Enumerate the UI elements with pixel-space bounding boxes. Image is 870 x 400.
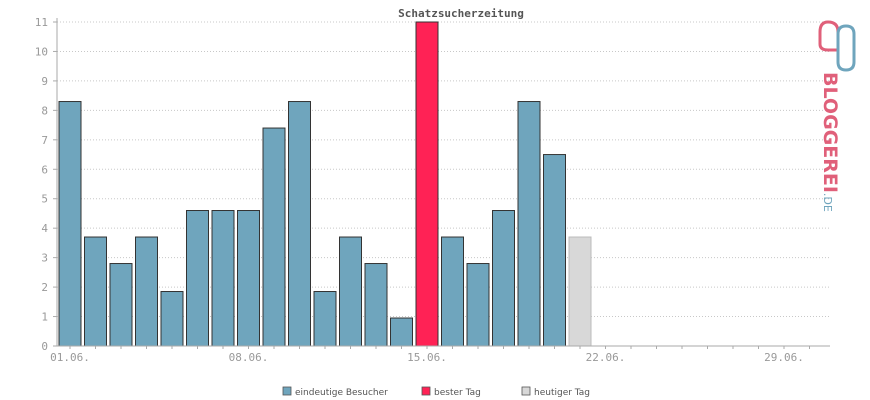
y-tick-label: 11: [35, 16, 48, 29]
bar-visitors: [186, 210, 209, 347]
bar-visitors: [364, 263, 388, 347]
bar-visitors: [441, 236, 464, 347]
legend-label: eindeutige Besucher: [295, 388, 388, 398]
y-tick-label: 0: [41, 340, 48, 353]
y-tick-labels: 0 1 2 3 4 5 6 7 8 9 10 11: [35, 16, 49, 353]
legend: eindeutige Besucher bester Tag heutiger Ta…: [282, 386, 590, 398]
y-tick-label: 6: [41, 163, 48, 176]
logo-wordmark: BLOGGEREI.DE: [819, 72, 841, 212]
bar-today: [568, 236, 592, 347]
chart-title: Schatzsucherzeitung: [398, 7, 524, 20]
bar-best-day: [415, 21, 439, 347]
y-tick-label: 7: [41, 134, 48, 147]
legend-swatch: [421, 386, 431, 396]
bars: [58, 21, 592, 347]
y-tick-label: 1: [41, 311, 48, 324]
x-tick-labels: 01.06. 08.06. 15.06. 22.06. 29.06.: [50, 351, 804, 364]
y-tick-label: 3: [41, 252, 48, 265]
x-tick-label: 01.06.: [50, 351, 90, 364]
y-tick-label: 9: [41, 75, 48, 88]
bar-visitors: [160, 291, 184, 347]
y-tick-label: 5: [41, 193, 48, 206]
bar-visitors: [492, 210, 515, 347]
legend-swatch: [282, 386, 292, 396]
bar-visitors: [262, 127, 286, 347]
bar-visitors: [313, 291, 337, 347]
legend-swatch: [521, 386, 531, 396]
bar-visitors: [339, 236, 362, 347]
bar-visitors: [109, 263, 133, 347]
x-tick-label: 15.06.: [407, 351, 447, 364]
bar-visitors: [211, 210, 235, 347]
x-tick-label: 29.06.: [764, 351, 804, 364]
y-tick-label: 10: [35, 45, 48, 58]
y-tick-label: 8: [41, 104, 48, 117]
legend-label: heutiger Tag: [534, 388, 590, 398]
logo-icon: [818, 20, 856, 72]
bar-visitors: [390, 317, 413, 347]
x-tick-label: 22.06.: [586, 351, 626, 364]
bar-visitors: [517, 101, 541, 347]
bar-visitors: [58, 101, 82, 347]
bar-visitors: [135, 236, 158, 347]
axes: [53, 18, 830, 349]
y-tick-label: 2: [41, 281, 48, 294]
bar-visitors: [288, 101, 311, 347]
bar-visitors: [466, 263, 490, 347]
bar-visitors: [543, 154, 566, 347]
bloggerei-logo: BLOGGEREI.DE: [818, 20, 856, 212]
bar-visitors: [237, 210, 260, 347]
x-tick-label: 08.06.: [229, 351, 269, 364]
y-tick-label: 4: [41, 222, 48, 235]
legend-label: bester Tag: [434, 388, 481, 398]
bar-visitors: [84, 236, 107, 347]
